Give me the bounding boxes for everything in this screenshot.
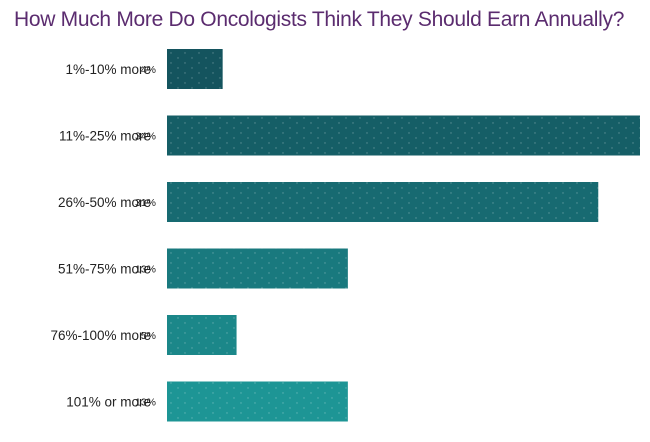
value-label: 13% <box>135 397 156 409</box>
bars-group <box>167 49 640 422</box>
category-label: 51%-75% more <box>58 262 151 277</box>
category-label: 101% or more <box>66 395 151 410</box>
value-label: 4% <box>141 64 156 76</box>
bar-texture-6 <box>167 381 348 422</box>
bar-texture-3 <box>167 182 599 222</box>
value-label: 5% <box>141 330 156 342</box>
bar-texture-1 <box>167 49 223 89</box>
bar-texture-5 <box>167 315 237 355</box>
value-label: 34% <box>135 131 156 143</box>
bar-texture-2 <box>167 115 640 156</box>
category-label: 76%-100% more <box>50 328 151 343</box>
category-label: 1%-10% more <box>65 62 151 77</box>
category-label: 26%-50% more <box>58 195 151 210</box>
category-label: 11%-25% more <box>59 129 151 144</box>
value-label: 31% <box>135 197 156 209</box>
bar-texture-4 <box>167 248 348 289</box>
chart-title: How Much More Do Oncologists Think They … <box>14 8 625 31</box>
value-label: 13% <box>135 264 156 276</box>
